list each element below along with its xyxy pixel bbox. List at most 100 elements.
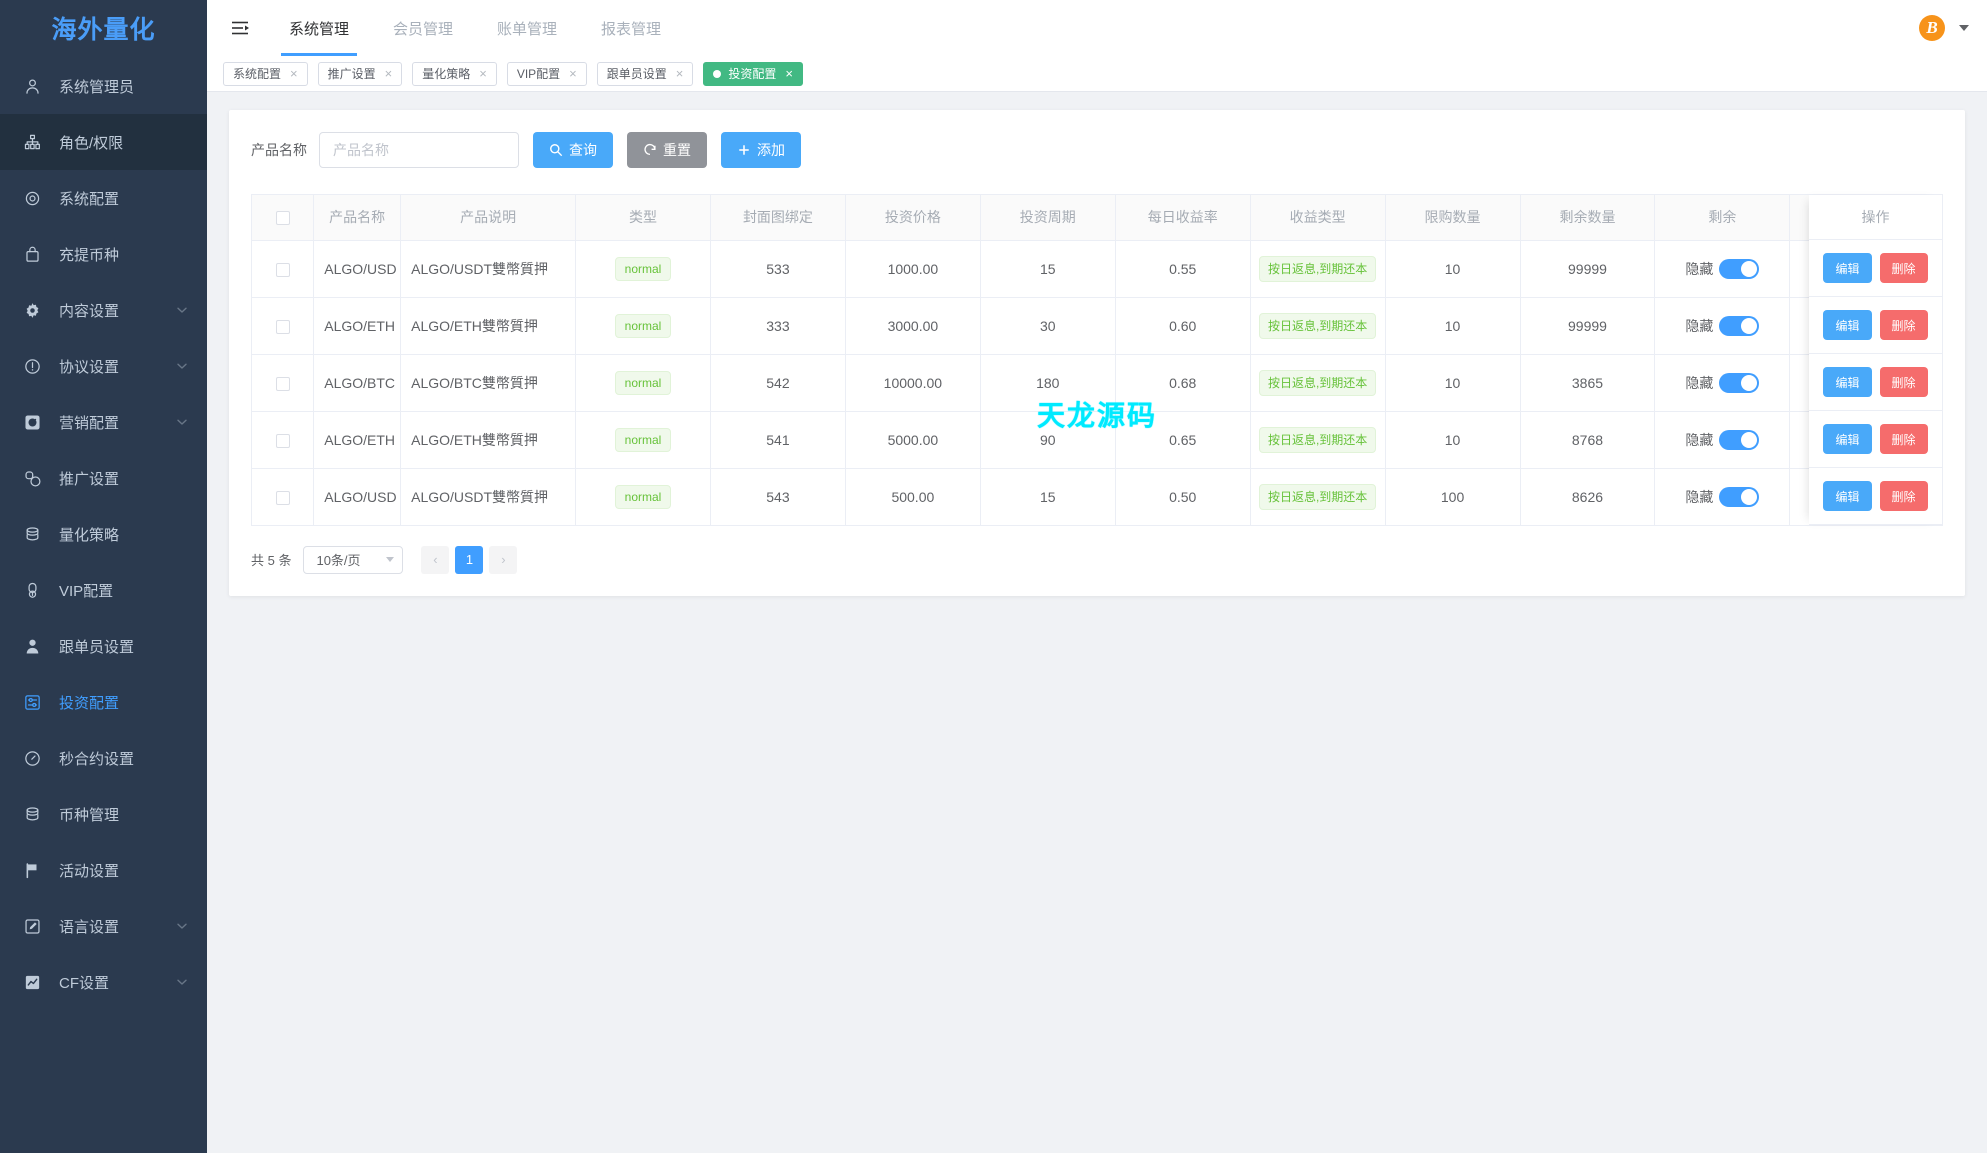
visibility-toggle[interactable] bbox=[1719, 429, 1760, 450]
chevron-down-icon[interactable] bbox=[175, 919, 189, 933]
close-icon[interactable]: × bbox=[675, 66, 684, 81]
sidebar-item-15[interactable]: 语言设置 bbox=[0, 898, 207, 954]
top-nav-item-1[interactable]: 会员管理 bbox=[371, 0, 475, 56]
edit-button[interactable]: 编辑 bbox=[1823, 481, 1872, 511]
sidebar-item-13[interactable]: 币种管理 bbox=[0, 786, 207, 842]
chevron-down-icon[interactable] bbox=[175, 415, 189, 429]
top-nav-item-0[interactable]: 系统管理 bbox=[267, 0, 371, 56]
tab-2[interactable]: 量化策略 × bbox=[412, 61, 497, 86]
profit-type-badge: 按日返息,到期还本 bbox=[1258, 426, 1377, 453]
operation-column-header: 操作 bbox=[1809, 195, 1942, 240]
tab-4[interactable]: 跟单员设置 × bbox=[596, 61, 694, 86]
delete-button[interactable]: 删除 bbox=[1879, 310, 1928, 340]
delete-button[interactable]: 删除 bbox=[1879, 367, 1928, 397]
edit-button[interactable]: 编辑 bbox=[1823, 424, 1872, 454]
column-header-cover: 封面图绑定 bbox=[710, 195, 846, 241]
reset-button[interactable]: 重置 bbox=[627, 132, 707, 168]
cell-limit: 10 bbox=[1385, 411, 1521, 469]
sidebar-item-14[interactable]: 活动设置 bbox=[0, 842, 207, 898]
pagination-page-1[interactable]: 1 bbox=[455, 545, 484, 574]
cell-rate: 0.65 bbox=[1115, 411, 1251, 469]
sidebar: 海外量化 系统管理员 角色/权限 系统配置 充提币种 内容设置 协议设置 营销配置 推广设置量… bbox=[0, 0, 207, 1153]
close-icon[interactable]: × bbox=[290, 66, 298, 81]
search-button[interactable]: 查询 bbox=[533, 132, 613, 168]
close-icon[interactable]: × bbox=[569, 66, 577, 81]
chevron-down-icon[interactable] bbox=[175, 303, 189, 317]
delete-button[interactable]: 删除 bbox=[1879, 253, 1928, 283]
row-checkbox-cell[interactable] bbox=[252, 297, 315, 355]
sidebar-item-8[interactable]: 量化策略 bbox=[0, 506, 207, 562]
sidebar-item-label: VIP配置 bbox=[59, 582, 114, 600]
column-header-label: 剩余 bbox=[1708, 209, 1737, 226]
row-checkbox[interactable] bbox=[275, 490, 290, 505]
sidebar-item-9[interactable]: VIP配置 bbox=[0, 562, 207, 618]
sidebar-menu: 系统管理员角色/权限 系统配置 充提币种 内容设置 协议设置 营销配置 推广设置 量化策略 VI… bbox=[0, 56, 207, 1010]
visibility-toggle[interactable] bbox=[1719, 486, 1760, 507]
row-checkbox[interactable] bbox=[275, 376, 290, 391]
tab-0[interactable]: 系统配置 × bbox=[223, 61, 308, 86]
visibility-toggle[interactable] bbox=[1719, 372, 1760, 393]
cell-period: 30 bbox=[980, 297, 1116, 355]
bitcoin-icon[interactable]: B bbox=[1919, 15, 1945, 41]
visibility-toggle[interactable] bbox=[1719, 258, 1760, 279]
row-checkbox-cell[interactable] bbox=[252, 468, 315, 526]
close-icon[interactable]: × bbox=[384, 66, 393, 81]
person-filled-icon bbox=[21, 635, 43, 657]
sidebar-item-16[interactable]: CF设置 bbox=[0, 954, 207, 1010]
sidebar-item-7[interactable]: 推广设置 bbox=[0, 450, 207, 506]
sidebar-item-1[interactable]: 角色/权限 bbox=[0, 114, 207, 170]
delete-button[interactable]: 删除 bbox=[1879, 481, 1928, 511]
top-nav-label: 账单管理 bbox=[497, 20, 558, 38]
tab-1[interactable]: 推广设置 × bbox=[317, 61, 403, 86]
edit-button[interactable]: 编辑 bbox=[1823, 310, 1872, 340]
sidebar-item-4[interactable]: 内容设置 bbox=[0, 282, 207, 338]
top-nav-item-3[interactable]: 报表管理 bbox=[579, 0, 683, 56]
visibility-toggle[interactable] bbox=[1719, 315, 1760, 336]
cell-remain: 8768 bbox=[1520, 411, 1656, 469]
select-all-checkbox[interactable] bbox=[275, 211, 290, 226]
pagination-prev[interactable]: ‹ bbox=[421, 545, 450, 574]
row-checkbox[interactable] bbox=[275, 433, 290, 448]
column-header-remain: 剩余数量 bbox=[1520, 195, 1656, 241]
row-checkbox-cell[interactable] bbox=[252, 240, 315, 298]
hide-label: 隐藏 bbox=[1685, 431, 1714, 448]
sliders-box-icon bbox=[21, 691, 43, 713]
search-button-label: 查询 bbox=[569, 142, 597, 158]
row-checkbox[interactable] bbox=[275, 262, 290, 277]
caret-down-icon[interactable] bbox=[1959, 25, 1969, 31]
cell-limit: 10 bbox=[1385, 354, 1521, 412]
close-icon[interactable]: × bbox=[479, 66, 487, 81]
sidebar-item-5[interactable]: 协议设置 bbox=[0, 338, 207, 394]
cell-limit: 10 bbox=[1385, 240, 1521, 298]
sidebar-item-10[interactable]: 跟单员设置 bbox=[0, 618, 207, 674]
sidebar-item-12[interactable]: 秒合约设置 bbox=[0, 730, 207, 786]
row-checkbox-cell[interactable] bbox=[252, 411, 315, 469]
sidebar-item-6[interactable]: 营销配置 bbox=[0, 394, 207, 450]
edit-button[interactable]: 编辑 bbox=[1823, 253, 1872, 283]
add-button[interactable]: 添加 bbox=[721, 132, 801, 168]
sidebar-item-11[interactable]: 投资配置 bbox=[0, 674, 207, 730]
sidebar-item-label: 币种管理 bbox=[59, 806, 120, 824]
sidebar-item-2[interactable]: 系统配置 bbox=[0, 170, 207, 226]
megaphone-icon bbox=[21, 411, 43, 433]
active-dot-icon bbox=[713, 69, 722, 78]
search-input[interactable] bbox=[319, 132, 519, 168]
sidebar-item-3[interactable]: 充提币种 bbox=[0, 226, 207, 282]
sidebar-item-0[interactable]: 系统管理员 bbox=[0, 58, 207, 114]
tab-5[interactable]: 投资配置 × bbox=[703, 61, 803, 86]
pagination-next[interactable]: › bbox=[489, 545, 518, 574]
chevron-down-icon[interactable] bbox=[175, 975, 189, 989]
cell-cover: 543 bbox=[710, 468, 846, 526]
hamburger-icon[interactable] bbox=[219, 18, 261, 38]
row-checkbox-cell[interactable] bbox=[252, 354, 315, 412]
row-checkbox[interactable] bbox=[275, 319, 290, 334]
column-header-checkbox[interactable] bbox=[252, 195, 315, 241]
close-icon[interactable]: × bbox=[785, 66, 793, 81]
sidebar-item-label: 系统管理员 bbox=[59, 78, 135, 96]
tab-3[interactable]: VIP配置 × bbox=[506, 61, 587, 86]
page-size-select[interactable]: 10条/页 bbox=[303, 545, 404, 574]
top-nav-item-2[interactable]: 账单管理 bbox=[475, 0, 579, 56]
edit-button[interactable]: 编辑 bbox=[1823, 367, 1872, 397]
chevron-down-icon[interactable] bbox=[175, 359, 189, 373]
delete-button[interactable]: 删除 bbox=[1879, 424, 1928, 454]
